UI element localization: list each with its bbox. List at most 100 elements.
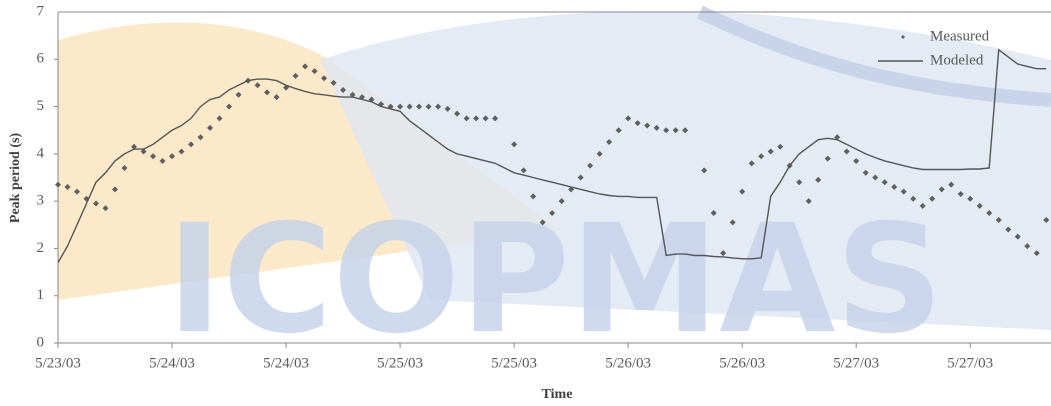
measured-point: [967, 195, 974, 202]
measured-point: [862, 169, 869, 176]
measured-point: [976, 202, 983, 209]
x-tick-label: 5/25/03: [377, 355, 423, 371]
measured-point: [539, 219, 546, 226]
measured-point: [577, 174, 584, 181]
measured-point: [207, 124, 214, 131]
measured-point: [710, 209, 717, 216]
y-axis-label: Peak period (s): [8, 133, 23, 224]
measured-point: [986, 209, 993, 216]
measured-point: [64, 183, 71, 190]
measured-point: [397, 103, 404, 110]
measured-point: [74, 188, 81, 195]
y-tick-label: 2: [37, 240, 45, 256]
measured-point: [872, 174, 879, 181]
y-tick-label: 4: [37, 145, 45, 161]
x-tick-label: 5/26/03: [719, 355, 765, 371]
measured-point: [805, 198, 812, 205]
x-axis-label: Time: [542, 387, 573, 402]
measured-point: [910, 195, 917, 202]
x-tick-label: 5/23/03: [35, 355, 81, 371]
measured-point: [720, 250, 727, 257]
watermark-text: ICOPMAS: [167, 193, 944, 367]
y-tick-label: 0: [37, 334, 45, 350]
measured-point: [302, 63, 309, 70]
measured-point: [330, 79, 337, 86]
measured-point: [159, 157, 166, 164]
measured-point: [425, 103, 432, 110]
measured-point: [188, 141, 195, 148]
measured-point: [235, 91, 242, 98]
measured-point: [264, 89, 271, 96]
measured-point: [1005, 226, 1012, 233]
measured-point: [178, 148, 185, 155]
y-tick-label: 3: [37, 193, 45, 209]
x-tick-label: 5/24/03: [263, 355, 309, 371]
measured-point: [682, 127, 689, 134]
measured-point: [1043, 217, 1050, 224]
measured-point: [254, 82, 261, 89]
measured-point: [511, 141, 518, 148]
measured-point: [292, 72, 299, 79]
measured-point: [416, 103, 423, 110]
measured-point: [644, 122, 651, 129]
x-tick-label: 5/24/03: [149, 355, 195, 371]
measured-point: [815, 176, 822, 183]
measured-point: [454, 110, 461, 117]
measured-point: [102, 205, 109, 212]
y-tick-label: 7: [37, 3, 45, 19]
measured-point: [406, 103, 413, 110]
measured-point: [216, 115, 223, 122]
measured-point: [995, 217, 1002, 224]
legend-label: Modeled: [930, 52, 984, 68]
measured-point: [701, 167, 708, 174]
measured-point: [169, 153, 176, 160]
measured-point: [615, 127, 622, 134]
measured-point: [919, 202, 926, 209]
measured-point: [796, 179, 803, 186]
watermark-shape: [320, 11, 1051, 330]
measured-point: [311, 68, 318, 75]
x-tick-label: 5/25/03: [491, 355, 537, 371]
measured-point: [596, 150, 603, 157]
x-tick-label: 5/27/03: [833, 355, 879, 371]
y-tick-label: 5: [37, 98, 45, 114]
measured-point: [777, 143, 784, 150]
measured-point: [739, 188, 746, 195]
legend-marker: [901, 35, 905, 39]
measured-point: [121, 165, 128, 172]
measured-point: [530, 193, 537, 200]
measured-point: [492, 115, 499, 122]
measured-point: [729, 219, 736, 226]
measured-point: [520, 167, 527, 174]
measured-point: [672, 127, 679, 134]
measured-point: [853, 157, 860, 164]
measured-point: [843, 148, 850, 155]
measured-point: [824, 155, 831, 162]
measured-point: [881, 179, 888, 186]
measured-point: [435, 103, 442, 110]
measured-point: [1014, 233, 1021, 240]
measured-point: [226, 103, 233, 110]
measured-point: [748, 160, 755, 167]
measured-point: [463, 115, 470, 122]
y-tick-label: 6: [37, 51, 45, 67]
measured-point: [473, 115, 480, 122]
x-tick-label: 5/26/03: [605, 355, 651, 371]
measured-point: [112, 186, 119, 193]
measured-point: [444, 105, 451, 112]
measured-point: [606, 139, 613, 146]
measured-point: [957, 191, 964, 198]
measured-point: [273, 94, 280, 101]
measured-point: [634, 120, 641, 127]
measured-point: [758, 153, 765, 160]
measured-point: [197, 134, 204, 141]
measured-point: [663, 127, 670, 134]
watermark-shape: [696, 5, 1051, 107]
measured-point: [349, 91, 356, 98]
measured-point: [900, 188, 907, 195]
measured-point: [482, 115, 489, 122]
measured-point: [948, 181, 955, 188]
measured-point: [891, 183, 898, 190]
